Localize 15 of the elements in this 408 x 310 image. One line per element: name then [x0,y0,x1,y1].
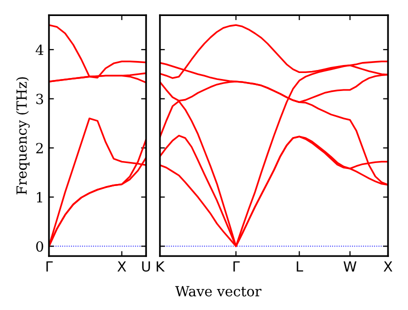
x-tick-label: X [384,261,392,272]
x-tick-label: U [142,261,150,272]
x-tick-label: L [296,261,304,272]
y-tick-label: 4 [36,44,44,55]
y-tick-label: 2 [36,142,43,154]
y-tick-label: 0 [36,241,44,252]
y-tick-label: 3 [36,94,44,104]
y-axis-title: Frequency (THz) [16,77,30,194]
x-axis-title: Wave vector [175,286,262,296]
x-tick-label: Γ [233,261,240,272]
y-tick-label: 1 [36,192,42,202]
x-tick-label: K [156,261,165,272]
x-tick-label: X [117,261,126,272]
x-tick-label: Γ [46,261,53,272]
x-tick-label: W [344,261,356,272]
